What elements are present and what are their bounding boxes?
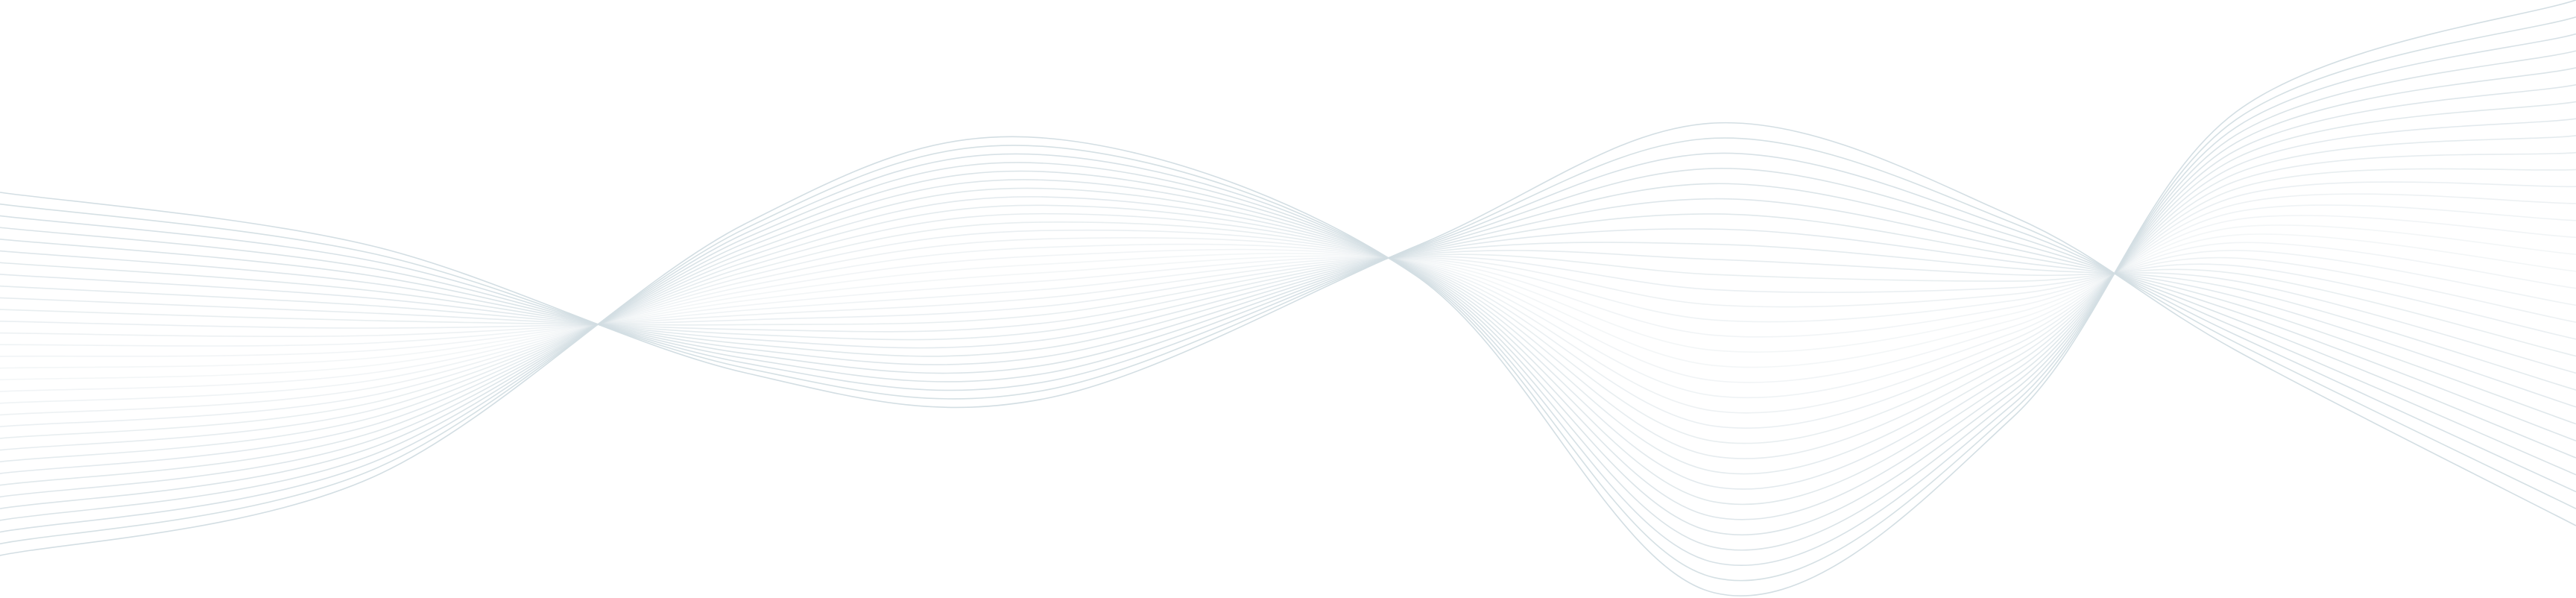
wave-line bbox=[0, 101, 2576, 506]
wave-line bbox=[0, 118, 2576, 490]
wave-line bbox=[0, 151, 2576, 459]
wave-line bbox=[0, 198, 2576, 442]
wave-line bbox=[0, 256, 2576, 340]
wave-line bbox=[0, 254, 2576, 357]
wave-line bbox=[0, 33, 2576, 566]
wave-line bbox=[0, 16, 2576, 582]
wave-line bbox=[0, 242, 2576, 357]
wave-line bbox=[0, 256, 2576, 338]
wave-line bbox=[0, 215, 2576, 392]
wave-line bbox=[0, 50, 2576, 551]
wave-line bbox=[0, 233, 2576, 369]
wave-line bbox=[0, 250, 2576, 347]
wave-line bbox=[0, 67, 2576, 536]
wave-line bbox=[0, 84, 2576, 520]
